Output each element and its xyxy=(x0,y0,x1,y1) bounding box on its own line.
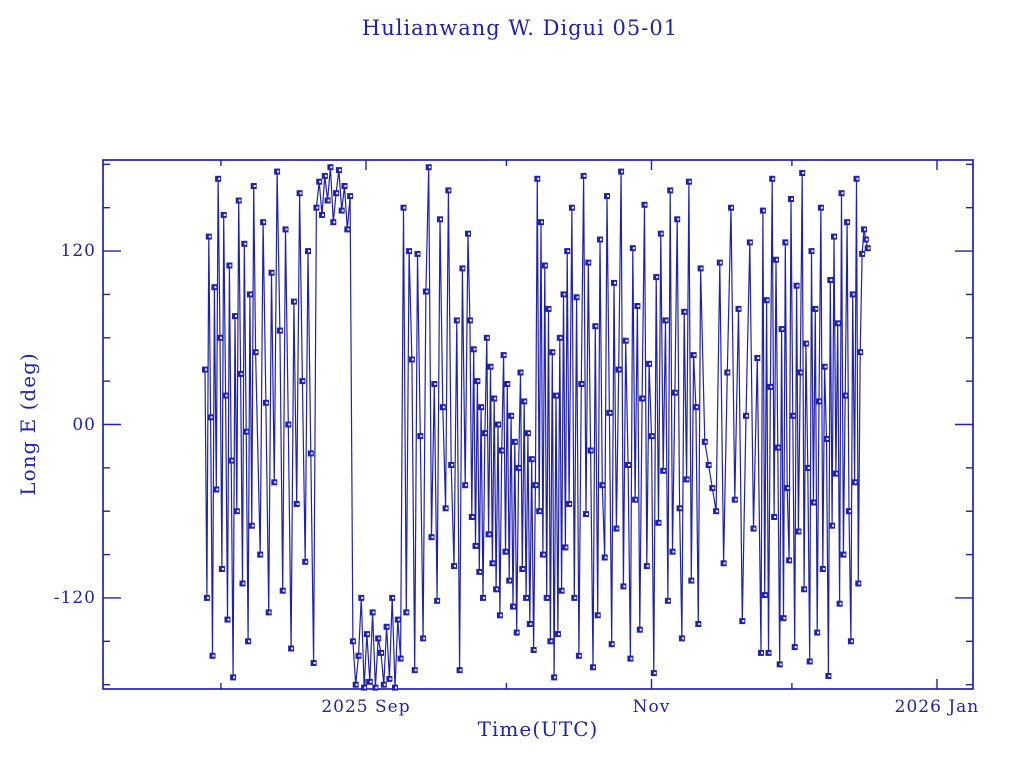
y-tick-label: 00 xyxy=(72,414,96,435)
data-line xyxy=(204,167,869,688)
axis-ticks xyxy=(103,160,973,689)
x-tick-label: 2026 Jan xyxy=(894,697,980,717)
chart-title: Hulianwang W. Digui 05-01 xyxy=(361,16,679,40)
y-tick-label: -120 xyxy=(53,587,96,608)
x-axis-title: Time(UTC) xyxy=(477,717,599,741)
y-tick-label: 120 xyxy=(60,241,96,262)
data-markers xyxy=(202,164,871,691)
x-tick-label: 2025 Sep xyxy=(321,697,411,717)
x-tick-label: Nov xyxy=(632,697,671,717)
